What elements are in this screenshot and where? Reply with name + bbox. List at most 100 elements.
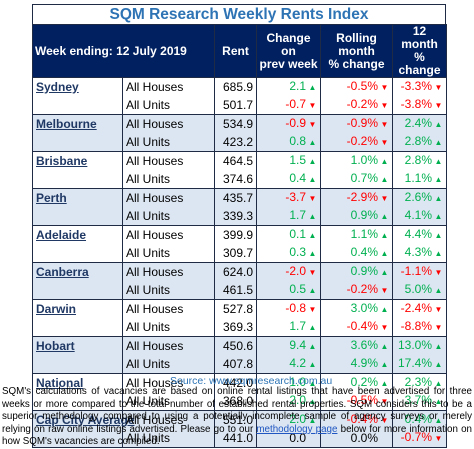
change-cell-value: 0.5 [289, 282, 307, 296]
triangle-down-icon: ▼ [380, 120, 389, 129]
change-cell: 0.5 ▲ [256, 281, 322, 300]
twelve-month-cell-value: -3.3% [400, 79, 433, 93]
triangle-down-icon: ▼ [434, 101, 443, 110]
change-cell: 1.5 ▲ [256, 151, 322, 170]
rolling-cell: 0.2% ▲ [320, 373, 394, 392]
city-cell[interactable]: Sydney [32, 77, 123, 96]
dwelling-type-cell: All Units [121, 355, 216, 374]
rents-table: Week ending: 12 July 2019 Rent Change on… [31, 24, 448, 448]
triangle-up-icon: ▲ [434, 360, 443, 369]
rolling-cell-value: -0.5% [346, 393, 379, 407]
city-cell [32, 170, 123, 189]
change-cell: 1.0 ▲ [256, 373, 322, 392]
rolling-cell: -0.2% ▼ [320, 133, 394, 152]
city-cell[interactable]: Melbourne [32, 114, 123, 133]
change-cell: -3.7 ▼ [256, 188, 322, 207]
rent-cell: 527.8 [214, 299, 258, 318]
rolling-cell: 3.0% ▲ [320, 299, 394, 318]
rolling-cell: -0.5% ▼ [320, 77, 394, 96]
change-cell-value: 0.8 [289, 134, 307, 148]
rent-cell: 339.3 [214, 207, 258, 226]
twelve-month-cell-value: 0.4% [404, 412, 433, 426]
change-cell: 4.2 ▲ [256, 355, 322, 374]
rolling-cell: 4.9% ▲ [320, 355, 394, 374]
rent-cell: 450.6 [214, 336, 258, 355]
city-cell[interactable]: Adelaide [32, 225, 123, 244]
twelve-month-cell: -8.8% ▼ [392, 318, 448, 337]
twelve-month-cell: 13.0% ▲ [392, 336, 448, 355]
city-cell[interactable]: Brisbane [32, 151, 123, 170]
table-row: Perth All Houses 435.7 -3.7 ▼ -2.9% ▼ 2.6% ▲ [32, 188, 448, 207]
dwelling-type-cell: All Houses [121, 410, 216, 429]
methodology-note: SQM's calculations of vacancies are base… [2, 386, 472, 449]
city-cell[interactable]: Hobart [32, 336, 123, 355]
change-cell-value: 4.2 [289, 356, 307, 370]
triangle-up-icon: ▲ [380, 175, 389, 184]
dwelling-type-cell: All Units [121, 133, 216, 152]
city-cell[interactable]: Perth [32, 188, 123, 207]
rent-cell: 407.8 [214, 355, 258, 374]
change-cell-value: 0.4 [289, 171, 307, 185]
triangle-up-icon: ▲ [434, 286, 443, 295]
twelve-month-cell: 2.3% ▲ [392, 373, 448, 392]
triangle-down-icon: ▼ [434, 323, 443, 332]
twelve-month-cell: 17.4% ▲ [392, 355, 448, 374]
triangle-down-icon: ▼ [380, 323, 389, 332]
rolling-cell-value: 0.4% [350, 245, 379, 259]
table-row: All Units 501.7 -0.7 ▼ -0.2% ▼ -3.8% ▼ [32, 96, 448, 115]
change-cell: 1.7 ▲ [256, 207, 322, 226]
change-cell-value: 1.7 [289, 319, 307, 333]
table-row: Brisbane All Houses 464.5 1.5 ▲ 1.0% ▲ 2.8% ▲ [32, 151, 448, 170]
dwelling-type-cell: All Houses [121, 373, 216, 392]
triangle-down-icon: ▼ [308, 194, 317, 203]
rent-cell: 461.5 [214, 281, 258, 300]
table-row: All Units 374.6 0.4 ▲ 0.7% ▲ 1.1% ▲ [32, 170, 448, 189]
rolling-header-line2: % change [328, 56, 385, 71]
rolling-cell-value: 0.2% [350, 375, 379, 389]
table-row: All Units 309.7 0.3 ▲ 0.4% ▲ 4.3% ▲ [32, 244, 448, 263]
twelve-month-cell-value: -3.8% [400, 97, 433, 111]
change-cell: 0.3 ▲ [256, 244, 322, 263]
note-text-1: SQM's calculations of vacancies are base… [2, 386, 472, 435]
dwelling-type-cell: All Houses [121, 262, 216, 281]
change-cell: 2.1 ▲ [256, 77, 322, 96]
dwelling-type-cell: All Houses [121, 114, 216, 133]
twelve-month-cell: 2.8% ▲ [392, 151, 448, 170]
city-cell[interactable]: Cap City Average [32, 410, 134, 429]
rolling-cell: -2.9% ▼ [320, 188, 394, 207]
triangle-down-icon: ▼ [380, 83, 389, 92]
twelve-month-cell: 5.0% ▲ [392, 281, 448, 300]
city-cell [32, 96, 123, 115]
dwelling-type-cell: All Houses [121, 336, 216, 355]
rolling-cell-value: 1.0% [350, 153, 379, 167]
rent-cell: 501.7 [214, 96, 258, 115]
triangle-up-icon: ▲ [380, 342, 389, 351]
rolling-cell-value: 3.0% [350, 301, 379, 315]
change-cell: -0.8 ▼ [256, 299, 322, 318]
rent-cell: 464.5 [214, 151, 258, 170]
city-cell[interactable]: Canberra [32, 262, 123, 281]
city-cell[interactable]: Darwin [32, 299, 123, 318]
city-cell [32, 355, 123, 374]
twelve-month-cell-value: -8.8% [400, 319, 433, 333]
city-cell [32, 207, 123, 226]
triangle-up-icon: ▲ [308, 342, 317, 351]
change-cell-value: -3.7 [285, 190, 307, 204]
methodology-page-link[interactable]: methodology page [256, 423, 338, 435]
rent-cell: 374.6 [214, 170, 258, 189]
table-row: All Units 369.3 1.7 ▲ -0.4% ▼ -8.8% ▼ [32, 318, 448, 337]
rolling-cell-value: -0.9% [346, 116, 379, 130]
table-title: SQM Research Weekly Rents Index [32, 4, 446, 24]
twelve-month-cell: 2.6% ▲ [392, 188, 448, 207]
twelve-month-cell: -3.3% ▼ [392, 77, 448, 96]
triangle-up-icon: ▲ [434, 138, 443, 147]
triangle-up-icon: ▲ [308, 231, 317, 240]
twelve-month-cell: 3.7% ▲ [392, 392, 448, 411]
source-link[interactable]: www.sqmresearch.com.au [209, 375, 333, 387]
table-row: Darwin All Houses 527.8 -0.8 ▼ 3.0% ▲ -2.4% ▼ [32, 299, 448, 318]
triangle-up-icon: ▲ [308, 397, 317, 406]
source-label: Source: [170, 375, 207, 387]
city-cell[interactable]: National [32, 373, 123, 392]
rolling-cell: 0.9% ▲ [320, 207, 394, 226]
triangle-up-icon: ▲ [434, 157, 443, 166]
